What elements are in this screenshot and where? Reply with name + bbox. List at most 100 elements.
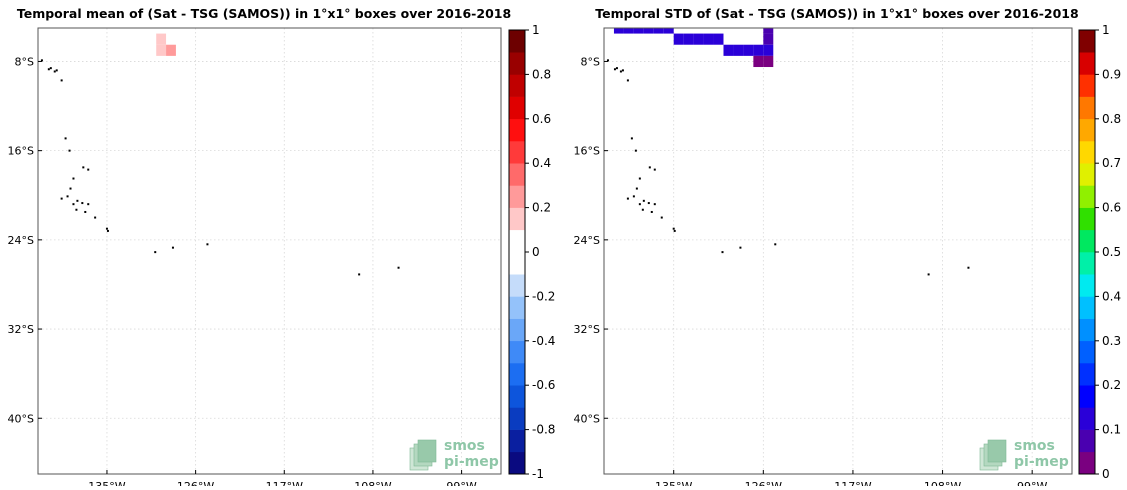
data-cell [703, 33, 714, 45]
colorbar-tick-label: 1 [532, 23, 540, 37]
colorbar-bin [1079, 52, 1095, 75]
colorbar-bin [1079, 74, 1095, 97]
data-cell [733, 44, 744, 56]
island [171, 246, 174, 249]
colorbar-bin [1079, 30, 1095, 53]
colorbar-bin [1079, 163, 1095, 186]
island [206, 243, 209, 246]
colorbar-bin [1079, 363, 1095, 386]
colorbar-bin [509, 52, 525, 75]
island [81, 202, 84, 205]
x-tick-label: 108°W [354, 480, 391, 486]
colorbar-tick-label: 0.6 [532, 112, 551, 126]
island [60, 79, 63, 82]
colorbar-bin [509, 451, 525, 475]
y-tick-label: 16°S [574, 145, 600, 158]
y-tick-label: 8°S [15, 55, 34, 68]
colorbar-bin [509, 407, 525, 430]
colorbar: 1 0.9 0.8 0.7 0.6 0.5 0.4 0.3 0.2 0.1 0 [1078, 23, 1121, 481]
island [642, 199, 645, 202]
x-tick-label: 99°W [1017, 480, 1047, 486]
data-cell [683, 33, 694, 45]
island [69, 187, 72, 190]
colorbar-tick-label: 0 [532, 245, 540, 259]
island [638, 177, 641, 180]
colorbar-tick-label: 0.7 [1102, 156, 1121, 170]
colorbar-tick-label: 0.8 [1102, 112, 1121, 126]
island [630, 137, 633, 140]
island [621, 69, 624, 72]
island [87, 168, 90, 171]
logo-text-line2: pi-mep [1014, 454, 1069, 470]
data-cell [623, 28, 634, 34]
plot-background [38, 28, 501, 474]
plot-frame [603, 27, 1073, 475]
island [47, 68, 50, 71]
island [68, 149, 71, 152]
island [606, 59, 609, 62]
plot-frame [37, 27, 502, 475]
colorbar-tick-label: -0.2 [532, 289, 555, 303]
colorbar-bin [509, 30, 525, 53]
data-cell [643, 28, 654, 34]
data-cell [166, 44, 176, 56]
colorbar-bin [1079, 229, 1095, 253]
island [75, 208, 78, 211]
x-tick-label: 126°W [745, 480, 782, 486]
colorbar-tick-label: -0.6 [532, 378, 555, 392]
island [653, 168, 656, 171]
colorbar-bin [509, 96, 525, 120]
chart-title: Temporal mean of (Sat - TSG (SAMOS)) in … [17, 6, 511, 21]
x-tick-label: 117°W [266, 480, 303, 486]
data-cell [713, 33, 724, 45]
colorbar-bin [509, 185, 525, 208]
island [619, 70, 622, 73]
island [626, 79, 629, 82]
colorbar-bin [1079, 385, 1095, 408]
colorbar-bin [509, 363, 525, 386]
data-cell [763, 55, 774, 68]
y-tick-label: 16°S [8, 145, 34, 158]
island [105, 227, 108, 230]
colorbar-bin [1079, 274, 1095, 297]
y-tick-label: 40°S [8, 412, 34, 425]
island [87, 203, 90, 206]
y-tick-label: 24°S [574, 234, 600, 247]
colorbar-tick-label: -1 [532, 467, 544, 481]
data-cell [743, 44, 754, 56]
x-tick-label: 99°W [446, 480, 476, 486]
island [66, 195, 69, 198]
x-tick-label: 135°W [655, 480, 692, 486]
colorbar-bin [509, 340, 525, 364]
colorbar-tick-label: 0.5 [1102, 245, 1121, 259]
island [739, 246, 742, 249]
island [721, 251, 724, 254]
data-cell [753, 55, 764, 68]
data-cell [753, 44, 764, 56]
island [55, 69, 58, 72]
colorbar-bin [1079, 407, 1095, 430]
colorbar-bin [1079, 429, 1095, 453]
island [64, 137, 67, 140]
island [641, 208, 644, 211]
colorbar-tick-label: 0.2 [532, 201, 551, 215]
island [672, 227, 675, 230]
colorbar-bin [509, 385, 525, 408]
island [967, 266, 970, 269]
x-tick-label: 108°W [924, 480, 961, 486]
island [615, 67, 618, 70]
island [638, 203, 641, 206]
data-cell [723, 44, 734, 56]
island [154, 251, 157, 254]
colorbar-bin [509, 296, 525, 319]
island [626, 197, 629, 200]
x-tick-label: 126°W [177, 480, 214, 486]
data-cell [156, 44, 167, 56]
colorbar: 1 0.8 0.6 0.4 0.2 0 -0.2 -0.4 -0.6 -0.8 -1 [508, 23, 555, 481]
colorbar-bin [509, 252, 525, 275]
chart-panel-2: Temporal STD of (Sat - TSG (SAMOS)) in 1… [574, 6, 1122, 490]
island [927, 273, 930, 276]
